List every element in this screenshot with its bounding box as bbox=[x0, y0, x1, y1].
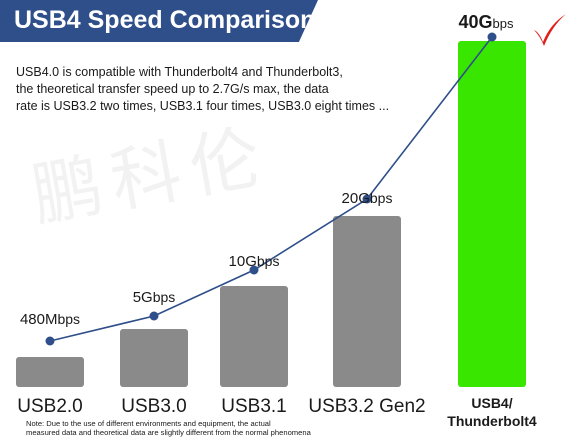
description-text: USB4.0 is compatible with Thunderbolt4 a… bbox=[16, 64, 436, 115]
data-label-2: 10Gbps bbox=[229, 253, 280, 270]
description-line: the theoretical transfer speed up to 2.7… bbox=[16, 82, 329, 96]
data-label-3: 20Gbps bbox=[342, 190, 393, 207]
category-label-2: USB3.1 bbox=[221, 396, 286, 417]
category-label-0: USB2.0 bbox=[17, 396, 82, 417]
title-banner bbox=[0, 0, 318, 42]
footnote-line: measured data and theoretical data are s… bbox=[26, 428, 311, 437]
data-label-4: 40Gbps bbox=[459, 12, 514, 32]
category-label-4: USB4/ bbox=[471, 395, 512, 411]
trend-point-1 bbox=[149, 311, 159, 321]
description-line: USB4.0 is compatible with Thunderbolt4 a… bbox=[16, 65, 343, 79]
trend-point-2 bbox=[249, 265, 259, 275]
page-title: USB4 Speed Comparison bbox=[14, 6, 316, 34]
footnote: Note: Due to the use of different enviro… bbox=[26, 419, 446, 437]
category-label-4: Thunderbolt4 bbox=[447, 413, 537, 429]
category-label-3: USB3.2 Gen2 bbox=[308, 396, 425, 417]
data-label-0: 480Mbps bbox=[20, 311, 80, 328]
category-label-1: USB3.0 bbox=[121, 396, 186, 417]
trend-point-4 bbox=[487, 32, 497, 42]
bar-3 bbox=[333, 216, 401, 387]
bar-2 bbox=[220, 286, 288, 387]
data-label-1: 5Gbps bbox=[133, 289, 176, 306]
description-line: rate is USB3.2 two times, USB3.1 four ti… bbox=[16, 99, 390, 113]
checkmark-icon bbox=[534, 14, 566, 46]
footnote-line: Note: Due to the use of different enviro… bbox=[26, 419, 271, 428]
bar-1 bbox=[120, 329, 188, 387]
trend-point-3 bbox=[362, 194, 372, 204]
bar-0 bbox=[16, 357, 84, 387]
bar-4 bbox=[458, 41, 526, 387]
trend-point-0 bbox=[45, 336, 55, 346]
